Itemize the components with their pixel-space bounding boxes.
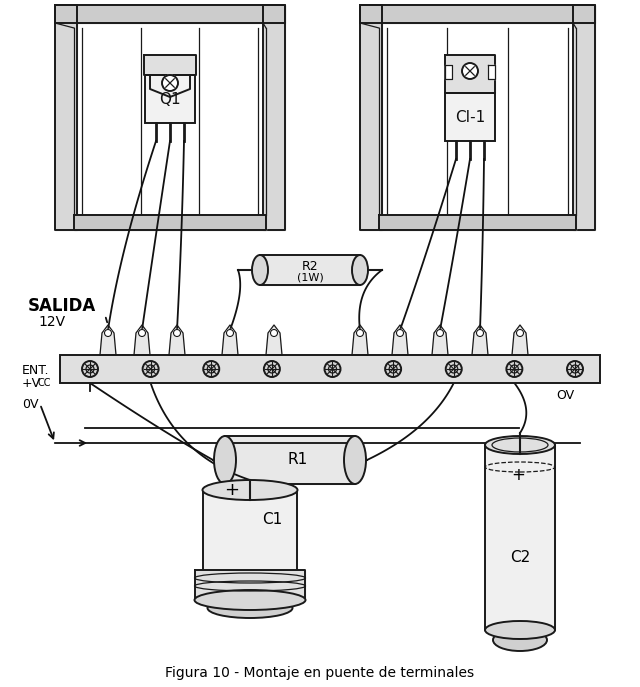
- Ellipse shape: [352, 255, 368, 285]
- Polygon shape: [266, 325, 282, 355]
- Polygon shape: [55, 5, 285, 23]
- Polygon shape: [512, 325, 528, 355]
- Polygon shape: [472, 325, 488, 355]
- Circle shape: [143, 361, 159, 377]
- Circle shape: [516, 330, 524, 337]
- Circle shape: [506, 361, 522, 377]
- Polygon shape: [573, 5, 595, 230]
- Circle shape: [324, 361, 340, 377]
- Polygon shape: [60, 355, 600, 383]
- Polygon shape: [144, 55, 196, 75]
- Circle shape: [356, 330, 364, 337]
- Polygon shape: [134, 325, 150, 355]
- Text: CI-1: CI-1: [455, 109, 485, 124]
- FancyBboxPatch shape: [145, 75, 195, 123]
- Text: +V: +V: [22, 376, 41, 390]
- Polygon shape: [263, 5, 285, 230]
- Circle shape: [436, 330, 444, 337]
- Circle shape: [104, 330, 111, 337]
- Polygon shape: [485, 445, 555, 630]
- FancyBboxPatch shape: [445, 93, 495, 141]
- Text: C1: C1: [262, 513, 282, 528]
- Polygon shape: [432, 325, 448, 355]
- Polygon shape: [445, 65, 452, 79]
- Ellipse shape: [214, 436, 236, 484]
- Polygon shape: [74, 215, 266, 230]
- Circle shape: [204, 361, 220, 377]
- Text: +: +: [511, 466, 525, 484]
- Text: R1: R1: [288, 453, 308, 467]
- Ellipse shape: [493, 629, 547, 651]
- Polygon shape: [379, 215, 576, 230]
- Circle shape: [567, 361, 583, 377]
- Ellipse shape: [344, 436, 366, 484]
- Ellipse shape: [202, 480, 298, 500]
- Circle shape: [271, 330, 278, 337]
- Polygon shape: [360, 5, 595, 23]
- Polygon shape: [352, 325, 368, 355]
- Text: +: +: [225, 481, 239, 499]
- Circle shape: [227, 330, 234, 337]
- Polygon shape: [392, 325, 408, 355]
- Text: OV: OV: [556, 389, 574, 401]
- Circle shape: [477, 330, 483, 337]
- Polygon shape: [445, 55, 495, 93]
- Polygon shape: [202, 490, 298, 600]
- Text: CC: CC: [37, 378, 51, 388]
- Circle shape: [162, 75, 178, 91]
- Ellipse shape: [207, 598, 292, 618]
- Circle shape: [462, 63, 478, 79]
- Circle shape: [82, 361, 98, 377]
- Text: R2: R2: [301, 260, 318, 273]
- Text: Figura 10 - Montaje en puente de terminales: Figura 10 - Montaje en puente de termina…: [165, 666, 475, 680]
- Circle shape: [385, 361, 401, 377]
- Text: ENT.: ENT.: [22, 363, 49, 376]
- Polygon shape: [222, 325, 238, 355]
- Polygon shape: [360, 5, 382, 230]
- Polygon shape: [195, 570, 305, 600]
- Ellipse shape: [485, 621, 555, 639]
- Circle shape: [264, 361, 280, 377]
- Text: SALIDA: SALIDA: [28, 297, 96, 315]
- Polygon shape: [100, 325, 116, 355]
- Circle shape: [445, 361, 461, 377]
- Text: C2: C2: [510, 550, 530, 565]
- Polygon shape: [260, 255, 360, 285]
- Ellipse shape: [252, 255, 268, 285]
- Polygon shape: [225, 436, 355, 484]
- Text: 12V: 12V: [38, 315, 65, 329]
- Text: 0V: 0V: [22, 398, 38, 411]
- Ellipse shape: [485, 436, 555, 454]
- Polygon shape: [169, 325, 185, 355]
- Circle shape: [138, 330, 145, 337]
- Ellipse shape: [195, 590, 305, 610]
- Text: Q1: Q1: [159, 91, 181, 106]
- Polygon shape: [488, 65, 495, 79]
- Polygon shape: [150, 75, 190, 97]
- Circle shape: [173, 330, 180, 337]
- Circle shape: [397, 330, 403, 337]
- Polygon shape: [55, 5, 77, 230]
- Text: (1W): (1W): [296, 272, 323, 282]
